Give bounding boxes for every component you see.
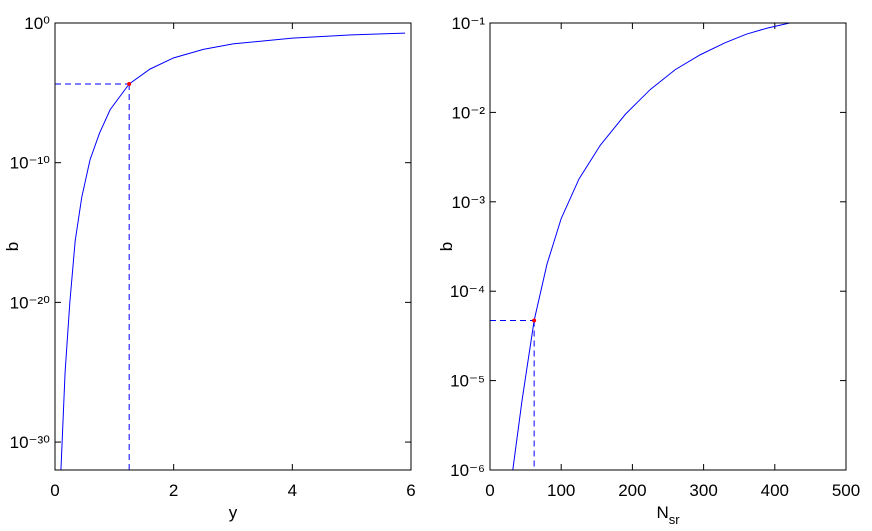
highlight-point [532, 318, 537, 323]
y-tick-label: 10⁻⁴ [450, 282, 485, 301]
x-tick-label: 6 [406, 481, 415, 500]
y-tick-label: 10⁻¹⁰ [10, 154, 51, 173]
x-tick-label: 100 [547, 481, 575, 500]
x-tick-label: 2 [169, 481, 178, 500]
y-tick-label: 10⁻¹ [451, 14, 485, 33]
x-axis-label: Nsr [656, 503, 680, 527]
x-axis-label-text: y [229, 503, 238, 522]
axes-box [54, 22, 412, 471]
highlight-point [127, 81, 132, 86]
y-tick-label: 10⁻²⁰ [10, 293, 51, 312]
x-tick-label: 300 [689, 481, 717, 500]
x-axis-label-subscript: sr [669, 512, 681, 527]
y-axis-label: b [437, 242, 456, 251]
x-tick-label: 200 [618, 481, 646, 500]
axes: 0 100 200 300 400 500 10⁻¹ 10⁻² 10⁻³ 10⁻⁴ 10⁻⁵ 10⁻⁶… [437, 14, 860, 527]
y-tick-label: 10⁰ [24, 14, 50, 33]
x-tick-label: 400 [761, 481, 789, 500]
y-axis-label: b [3, 242, 22, 251]
x-tick-label: 0 [485, 481, 494, 500]
x-axis-label: y [229, 503, 238, 522]
y-tick-label: 10⁻⁵ [450, 372, 485, 391]
line [60, 32, 406, 470]
line [512, 23, 790, 470]
x-tick-label: 4 [288, 481, 297, 500]
x-tick-label: 500 [832, 481, 860, 500]
y-tick-label: 10⁻³⁰ [10, 433, 51, 452]
y-tick-label: 10⁻⁶ [450, 461, 485, 480]
y-tick-label: 10⁻³ [451, 193, 485, 212]
x-tick-label: 0 [50, 481, 59, 500]
axes: 0 2 4 6 10⁰ 10⁻¹⁰ 10⁻²⁰ 10⁻³⁰ y b [3, 14, 416, 522]
axes-box [489, 22, 847, 471]
x-axis-label-text: N [656, 503, 668, 522]
y-tick-label: 10⁻² [451, 103, 485, 122]
